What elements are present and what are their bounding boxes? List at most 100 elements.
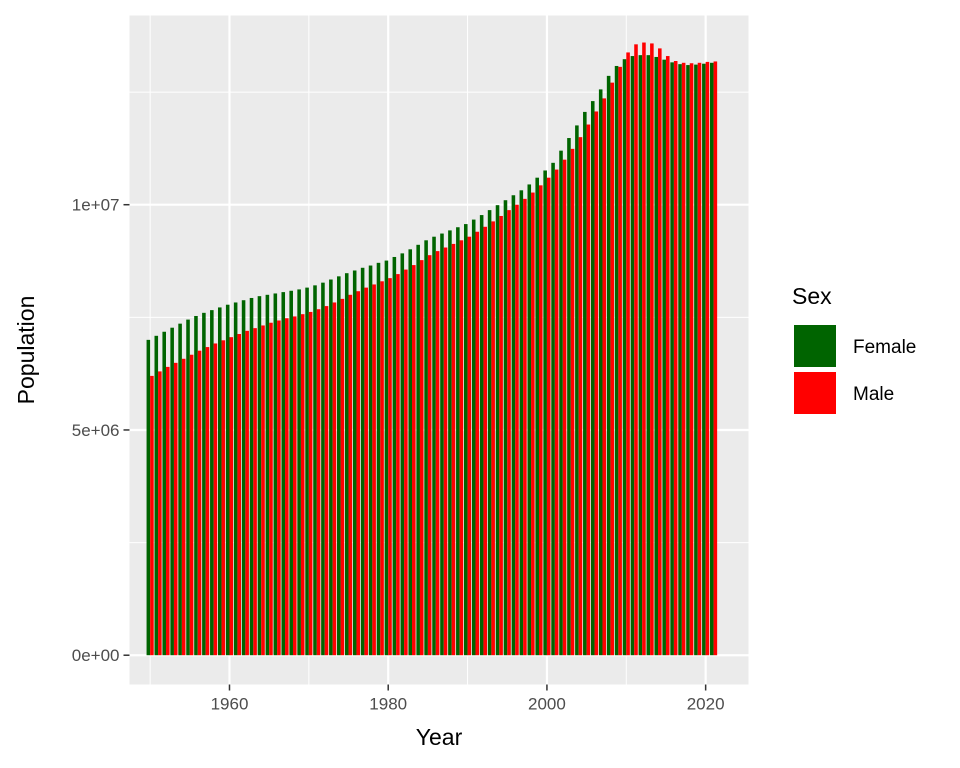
bar-male-1989 — [459, 240, 464, 656]
bar-female-2006 — [590, 101, 595, 656]
bar-female-2002 — [559, 150, 563, 656]
bar-male-1960 — [229, 337, 234, 656]
bar-male-1958 — [213, 343, 218, 656]
bar-male-2015 — [665, 56, 670, 656]
bar-female-1954 — [178, 323, 182, 656]
bar-female-1951 — [154, 335, 159, 656]
legend-label-male: Male — [853, 384, 894, 405]
legend: Sex Female Male — [792, 283, 916, 416]
bar-female-1987 — [440, 233, 444, 656]
bar-male-1981 — [396, 274, 400, 656]
bar-female-1978 — [368, 265, 373, 656]
bar-male-2006 — [594, 111, 599, 656]
y-tick-label: 0e+00 — [72, 646, 120, 665]
bar-male-2013 — [650, 43, 654, 656]
bar-female-1994 — [495, 205, 500, 656]
bar-male-2017 — [681, 62, 686, 656]
bar-female-1997 — [519, 190, 524, 656]
bar-female-1993 — [487, 210, 492, 656]
bar-female-1992 — [479, 215, 484, 656]
bar-male-2005 — [586, 124, 591, 656]
bar-female-1963 — [249, 297, 254, 656]
bar-male-1967 — [285, 318, 289, 656]
bar-male-1993 — [491, 221, 495, 656]
bar-female-1956 — [194, 315, 198, 656]
bar-female-2012 — [638, 55, 643, 656]
legend-title: Sex — [792, 283, 832, 309]
bar-female-2013 — [646, 55, 651, 656]
bar-male-1962 — [245, 330, 249, 656]
bar-male-2008 — [610, 82, 614, 656]
bar-male-1951 — [158, 371, 162, 656]
bar-female-1966 — [273, 293, 278, 656]
bar-male-2002 — [562, 159, 567, 656]
bar-male-1979 — [380, 281, 384, 656]
bar-male-1952 — [166, 366, 170, 656]
bar-female-2004 — [575, 125, 579, 656]
bar-female-1950 — [146, 339, 151, 656]
bar-male-1983 — [412, 265, 416, 656]
bar-male-1964 — [261, 325, 265, 656]
bar-female-1968 — [289, 290, 293, 656]
bar-female-1990 — [464, 224, 468, 656]
bar-female-1964 — [257, 296, 262, 656]
bar-male-1984 — [419, 260, 424, 656]
bar-male-1965 — [269, 322, 273, 656]
bar-female-1974 — [337, 276, 341, 656]
bar-male-1961 — [237, 334, 241, 656]
bar-male-1954 — [181, 358, 186, 656]
bar-male-2018 — [689, 63, 694, 656]
bar-female-2017 — [678, 64, 682, 656]
bar-female-1996 — [511, 195, 516, 656]
bar-female-1986 — [432, 236, 436, 656]
bar-male-1971 — [316, 309, 321, 656]
bar-male-1973 — [332, 302, 337, 656]
bar-male-1963 — [253, 328, 257, 656]
bar-female-2009 — [614, 65, 619, 656]
bar-male-1977 — [364, 287, 368, 656]
bar-female-1985 — [424, 240, 428, 656]
bar-female-1965 — [265, 294, 270, 656]
bar-female-2008 — [606, 75, 611, 656]
bar-male-1986 — [435, 251, 440, 656]
bar-male-1968 — [292, 316, 297, 656]
bar-female-2018 — [686, 65, 690, 656]
bar-female-1961 — [233, 302, 238, 656]
bar-male-2014 — [658, 48, 662, 656]
bar-female-1975 — [344, 273, 349, 656]
x-axis-ticks: 1960 1980 2000 2020 — [211, 684, 725, 714]
bar-female-2005 — [583, 111, 587, 656]
bar-male-1969 — [300, 314, 305, 656]
x-tick-label: 2020 — [687, 695, 725, 714]
bar-female-2016 — [670, 62, 674, 656]
bar-female-1959 — [217, 307, 222, 656]
x-tick-label: 1960 — [211, 695, 249, 714]
bar-female-2019 — [694, 64, 698, 656]
bar-male-1976 — [356, 291, 361, 656]
legend-key-male — [792, 370, 838, 416]
bar-female-1960 — [225, 304, 230, 656]
bar-male-1950 — [150, 375, 154, 656]
bar-male-2011 — [634, 44, 638, 656]
bar-female-1977 — [360, 267, 365, 656]
bar-male-1972 — [324, 306, 329, 656]
bar-male-1988 — [451, 243, 456, 656]
bar-female-1981 — [392, 256, 397, 656]
bar-male-2000 — [546, 177, 551, 656]
y-tick-label: 1e+07 — [72, 196, 120, 215]
bar-male-1966 — [277, 320, 281, 656]
bar-male-2003 — [570, 148, 575, 656]
bar-male-1955 — [189, 354, 194, 656]
bar-male-1974 — [340, 298, 345, 656]
bar-male-2020 — [705, 61, 710, 656]
bar-male-1996 — [515, 204, 519, 656]
bar-male-1959 — [221, 340, 226, 656]
bar-female-1991 — [471, 219, 476, 656]
bar-male-1991 — [475, 231, 480, 656]
bar-female-1979 — [376, 262, 381, 656]
bar-male-1992 — [483, 226, 488, 656]
bar-female-1971 — [313, 285, 317, 656]
bar-female-2003 — [567, 138, 571, 656]
y-axis-title: Population — [13, 296, 39, 405]
